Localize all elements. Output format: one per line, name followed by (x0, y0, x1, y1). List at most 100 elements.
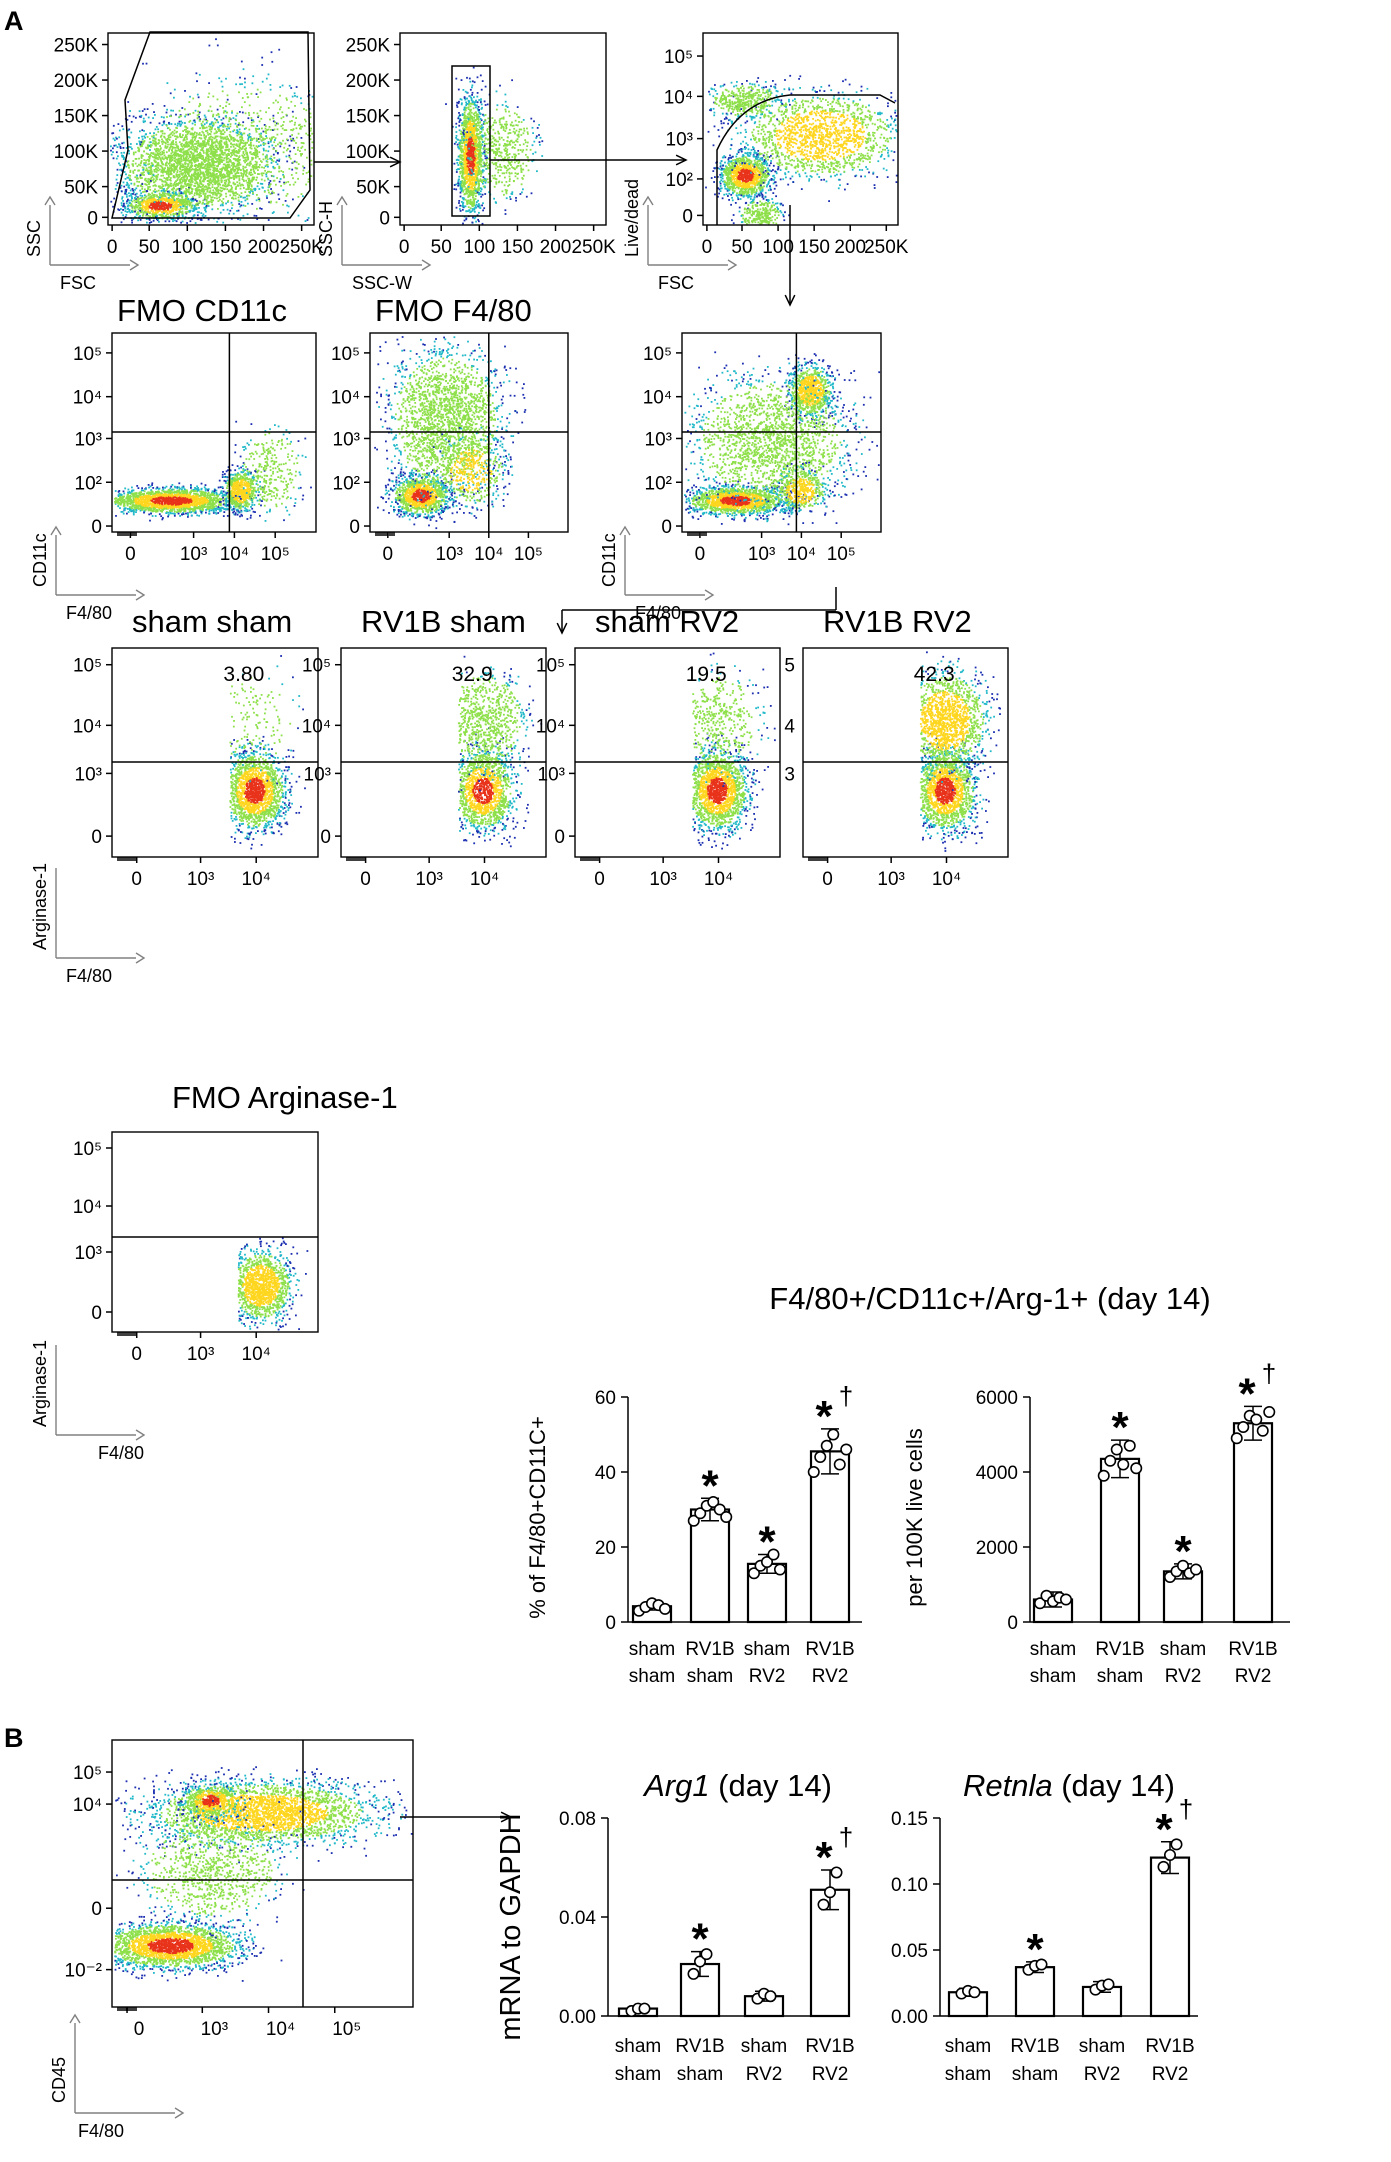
event-dot (271, 136, 274, 139)
event-dot (455, 141, 457, 143)
event-dot (228, 139, 230, 142)
event-dot (250, 144, 253, 147)
event-dot (239, 83, 241, 86)
event-dot (199, 118, 202, 121)
event-dot (212, 113, 215, 116)
event-dot (143, 140, 145, 143)
event-dot (227, 157, 230, 160)
event-dot (455, 183, 458, 186)
event-dot (171, 165, 174, 168)
event-dot (284, 200, 287, 202)
event-dot (174, 151, 176, 154)
event-dot (129, 174, 132, 177)
event-dot (210, 147, 213, 150)
event-dot (202, 146, 204, 149)
event-dot (173, 187, 176, 190)
event-dot (258, 151, 261, 154)
event-dot (172, 215, 175, 218)
event-dot (141, 195, 144, 197)
event-dot (155, 213, 158, 215)
event-dot (219, 204, 222, 207)
event-dot (271, 174, 274, 177)
event-dot (197, 204, 199, 206)
event-dot (253, 147, 256, 150)
event-dot (166, 141, 169, 143)
event-dot (256, 218, 259, 220)
event-dot (229, 194, 232, 197)
event-dot (258, 164, 261, 166)
event-dot (122, 200, 124, 202)
event-dot (197, 96, 200, 99)
event-dot (257, 169, 259, 171)
event-dot (154, 153, 156, 156)
event-dot (133, 205, 136, 208)
event-dot (181, 136, 183, 138)
event-dot (268, 126, 271, 128)
event-dot (200, 195, 202, 197)
event-dot (216, 119, 219, 122)
event-dot (253, 154, 256, 156)
event-dot (174, 219, 176, 222)
event-dot (148, 166, 150, 169)
event-dot (126, 195, 128, 198)
event-dot (140, 155, 143, 158)
event-dot (222, 111, 225, 114)
event-dot (204, 145, 207, 147)
event-dot (188, 101, 191, 103)
event-dot (146, 144, 149, 147)
event-dot (161, 171, 164, 174)
event-dot (292, 115, 294, 118)
event-dot (248, 128, 251, 131)
event-dot (173, 195, 175, 198)
event-dot (204, 208, 207, 211)
event-dot (255, 93, 258, 95)
event-dot (212, 179, 214, 182)
event-dot (457, 88, 460, 91)
event-dot (222, 173, 225, 176)
event-dot (470, 193, 473, 196)
event-dot (159, 185, 161, 188)
event-dot (255, 199, 258, 202)
event-dot (187, 191, 190, 194)
event-dot (149, 171, 151, 174)
event-dot (216, 153, 218, 156)
event-dot (473, 117, 476, 119)
event-dot (238, 161, 241, 164)
event-dot (176, 146, 178, 149)
event-dot (292, 183, 295, 186)
event-dot (190, 180, 193, 183)
event-dot (282, 116, 285, 118)
event-dot (205, 118, 208, 121)
event-dot (222, 117, 225, 120)
event-dot (209, 168, 211, 171)
event-dot (196, 186, 198, 189)
event-dot (217, 177, 220, 179)
event-dot (247, 202, 249, 205)
event-dot (198, 116, 200, 118)
event-dot (188, 159, 191, 162)
event-dot (172, 212, 175, 215)
event-dot (252, 111, 255, 114)
event-dot (152, 140, 155, 142)
event-dot (214, 167, 217, 170)
event-dot (237, 158, 240, 161)
event-dot (169, 146, 171, 149)
event-dot (257, 182, 259, 184)
event-dot (215, 132, 218, 134)
event-dot (457, 164, 460, 166)
event-dot (201, 158, 203, 160)
event-dot (243, 128, 246, 130)
event-dot (250, 190, 252, 192)
event-dot (181, 185, 184, 188)
event-dot (142, 169, 145, 171)
event-dot (118, 129, 121, 132)
event-dot (164, 220, 167, 223)
event-dot (219, 160, 222, 163)
event-dot (208, 133, 211, 135)
event-dot (463, 219, 466, 222)
event-dot (196, 166, 199, 169)
event-dot (481, 141, 484, 144)
event-dot (270, 155, 273, 158)
event-dot (137, 196, 139, 199)
event-dot (220, 160, 223, 162)
